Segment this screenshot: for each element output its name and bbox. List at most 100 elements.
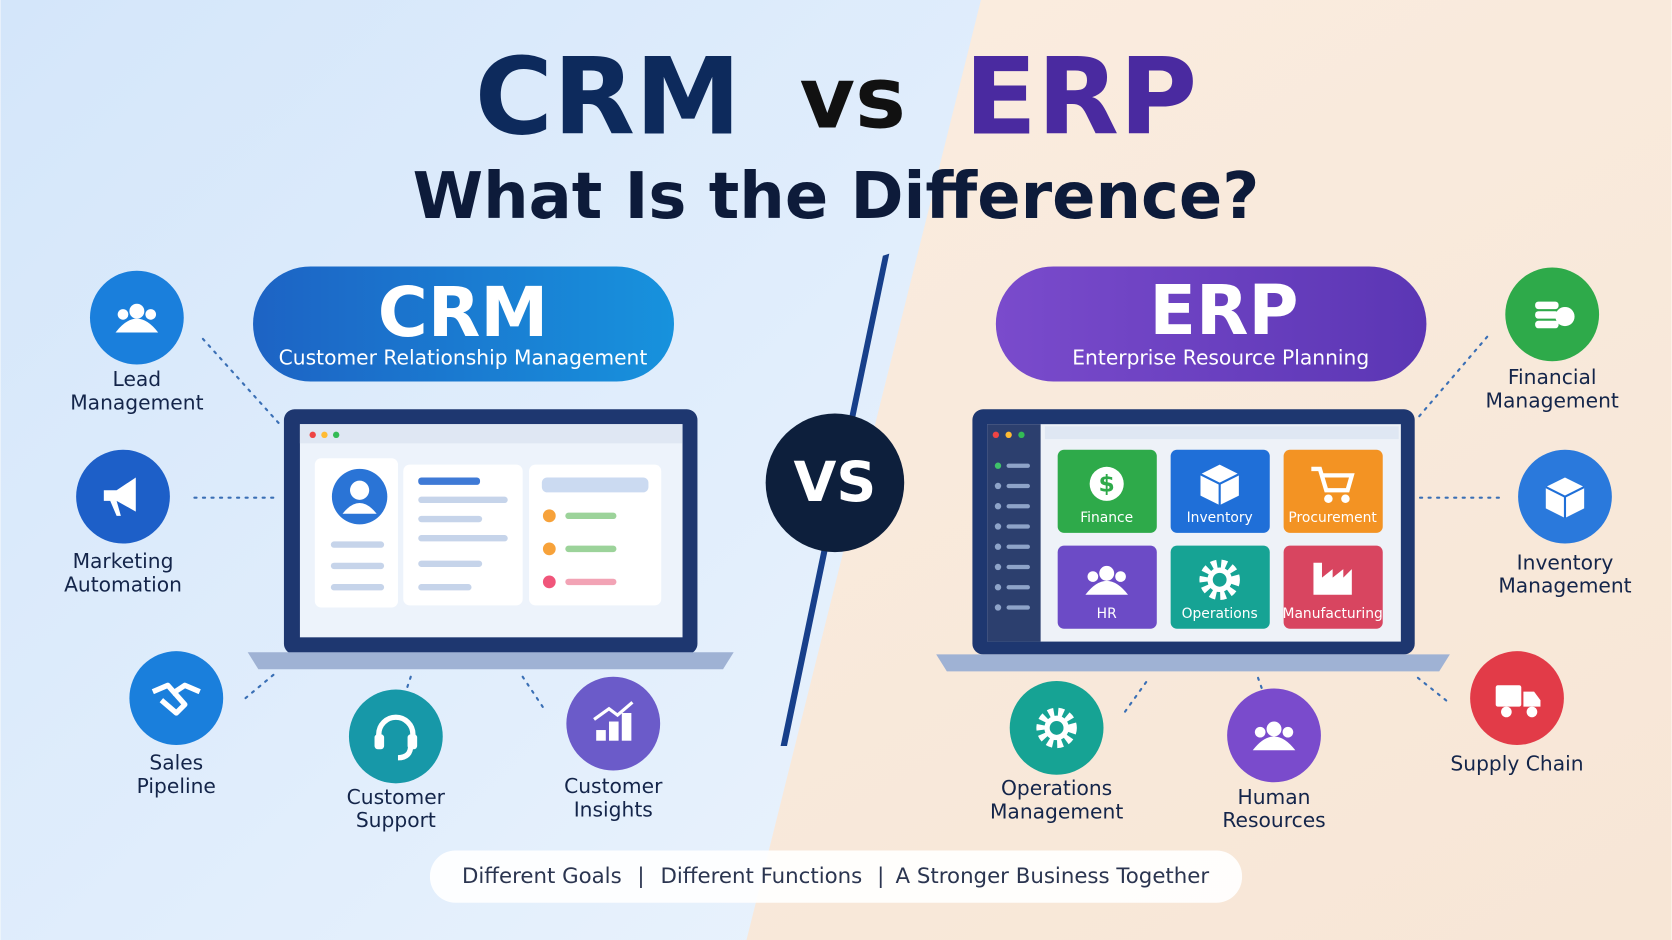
sidebar-line bbox=[1006, 504, 1030, 509]
icon-glyph bbox=[1199, 559, 1240, 601]
icon-glyph bbox=[1311, 466, 1355, 493]
feature-label: Supply Chain bbox=[1450, 752, 1583, 776]
feature-label: Pipeline bbox=[137, 774, 216, 798]
feature-label: Financial bbox=[1508, 365, 1597, 389]
icon-glyph bbox=[1535, 311, 1559, 319]
sidebar-dot bbox=[994, 543, 1002, 550]
icon-glyph bbox=[1085, 580, 1129, 595]
title-vs: vs bbox=[800, 50, 906, 149]
icon-glyph bbox=[1115, 571, 1126, 582]
icon-glyph bbox=[103, 477, 136, 516]
icon-glyph bbox=[596, 730, 606, 741]
footer-item: Different Functions bbox=[661, 864, 863, 889]
feature-label: Operations bbox=[1001, 776, 1112, 800]
title-crm: CRM bbox=[475, 36, 741, 160]
icon-glyph bbox=[1254, 726, 1266, 738]
feature-label: Inventory bbox=[1517, 550, 1614, 574]
sidebar-line bbox=[1006, 585, 1030, 590]
feature-label: Management bbox=[70, 390, 203, 414]
icon-glyph bbox=[1526, 706, 1538, 718]
sidebar-line bbox=[1006, 605, 1030, 610]
sidebar-dot bbox=[994, 482, 1002, 490]
feature-label: Management bbox=[1486, 388, 1619, 412]
icon-glyph bbox=[1535, 320, 1559, 329]
icon-glyph bbox=[1555, 306, 1575, 327]
icon-glyph bbox=[145, 309, 157, 320]
icon-glyph bbox=[1324, 494, 1333, 504]
erp-laptop bbox=[936, 409, 1450, 672]
icon-glyph bbox=[608, 721, 619, 741]
module-label: Procurement bbox=[1288, 510, 1377, 526]
icon-glyph bbox=[1282, 726, 1294, 738]
feature-label: Management bbox=[990, 800, 1123, 824]
feature-label: Human bbox=[1238, 785, 1311, 809]
feature-icon bbox=[348, 689, 443, 784]
sidebar-dot bbox=[994, 563, 1002, 571]
feature-label: Customer bbox=[564, 774, 663, 798]
crm-subtitle: Customer Relationship Management bbox=[279, 346, 648, 370]
feature-label: Customer bbox=[347, 785, 446, 809]
subtitle: What Is the Difference? bbox=[413, 160, 1260, 234]
feature-label: Lead bbox=[113, 367, 162, 391]
sidebar-line bbox=[1006, 483, 1030, 489]
icon-glyph bbox=[1545, 486, 1585, 518]
footer-pill bbox=[429, 850, 1243, 903]
sidebar-dot bbox=[994, 523, 1002, 530]
feature-label: Automation bbox=[64, 573, 182, 597]
erp-title: ERP bbox=[1149, 272, 1298, 351]
sidebar-dot bbox=[994, 462, 1002, 469]
vs-text: VS bbox=[794, 451, 877, 515]
erp-subtitle: Enterprise Resource Planning bbox=[1072, 346, 1369, 370]
icon-glyph bbox=[1089, 466, 1124, 501]
sidebar-dot bbox=[994, 503, 1002, 510]
icon-glyph bbox=[621, 712, 632, 741]
icon-glyph bbox=[1044, 715, 1069, 741]
icon-glyph bbox=[593, 701, 634, 721]
icon-glyph bbox=[1501, 706, 1512, 718]
feature-label: Resources bbox=[1222, 808, 1325, 832]
icon-glyph bbox=[1523, 691, 1541, 707]
vs-badge bbox=[765, 413, 905, 553]
icon-glyph bbox=[1200, 473, 1240, 506]
sidebar-line bbox=[1006, 544, 1030, 549]
erp-pill bbox=[995, 266, 1427, 382]
feature-label: Insights bbox=[574, 798, 653, 822]
crm-laptop bbox=[247, 409, 734, 670]
feature-label: Management bbox=[1498, 574, 1631, 598]
icon-glyph bbox=[1535, 301, 1559, 310]
module-label: Finance bbox=[1080, 510, 1133, 526]
sidebar-line bbox=[1006, 564, 1030, 570]
icon-glyph bbox=[1099, 565, 1115, 581]
icon-glyph bbox=[129, 303, 145, 319]
title: CRM vs ERP bbox=[475, 36, 1197, 160]
icon-glyph bbox=[374, 734, 385, 750]
icon-glyph: $ bbox=[1099, 469, 1115, 497]
feature-icon bbox=[1009, 681, 1104, 775]
icon-glyph bbox=[1313, 562, 1352, 595]
sidebar-line bbox=[1006, 524, 1030, 529]
sidebar-dot bbox=[994, 584, 1002, 591]
icon-glyph bbox=[407, 734, 418, 750]
icon-glyph bbox=[117, 309, 129, 320]
connectors bbox=[193, 335, 1505, 713]
footer-item: Different Goals bbox=[462, 864, 622, 889]
icon-glyph bbox=[1087, 571, 1099, 582]
footer: Different Goals | Different Functions | … bbox=[462, 864, 1209, 889]
crm-pill bbox=[253, 266, 675, 382]
sidebar-line bbox=[1006, 463, 1030, 468]
module-label: Operations bbox=[1182, 606, 1258, 622]
icon-glyph bbox=[1495, 685, 1522, 707]
module-label: HR bbox=[1097, 606, 1117, 622]
sidebar-dot bbox=[994, 604, 1002, 611]
icon-glyph bbox=[151, 682, 201, 716]
feature-label: Marketing bbox=[73, 549, 174, 573]
icon-glyph bbox=[1252, 736, 1296, 751]
module-label: Inventory bbox=[1187, 510, 1253, 526]
icon-glyph bbox=[1207, 567, 1232, 593]
crm-title: CRM bbox=[378, 274, 548, 353]
footer-separator: | bbox=[877, 864, 884, 889]
feature-label: Support bbox=[356, 808, 436, 832]
footer-item: A Stronger Business Together bbox=[896, 864, 1210, 889]
